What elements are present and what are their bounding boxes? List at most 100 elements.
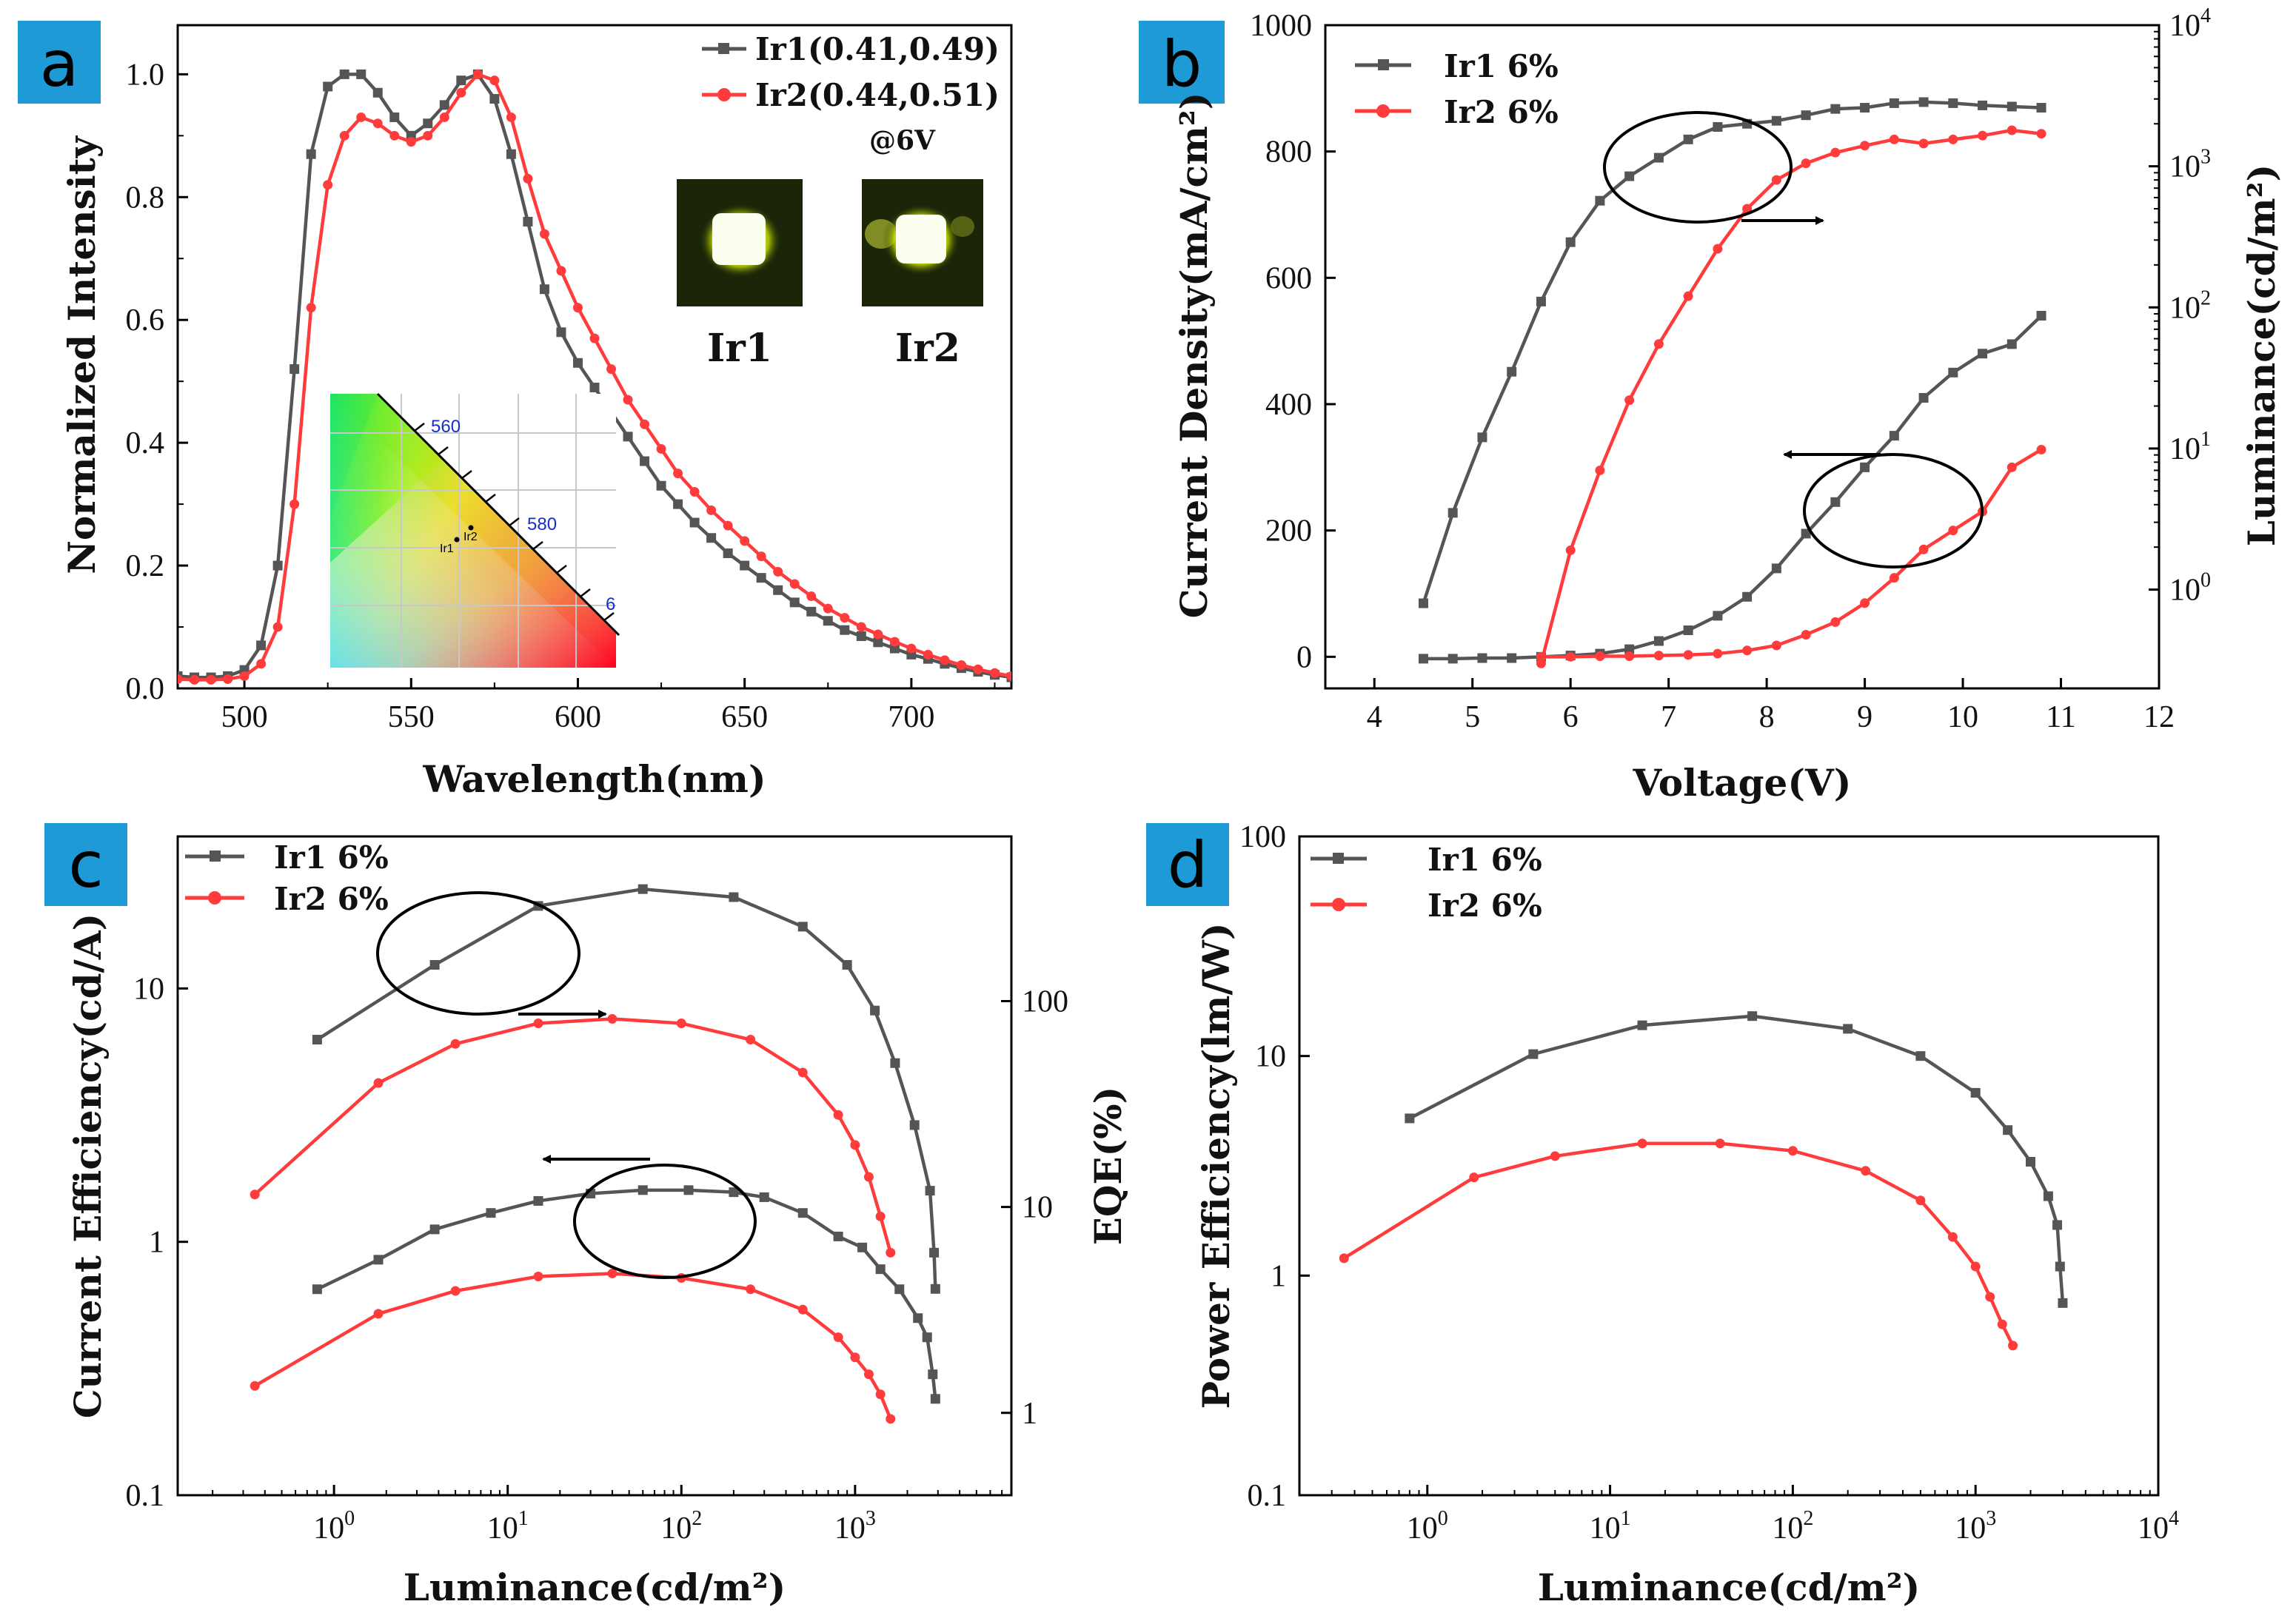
- ir2-spectrum-point: [740, 536, 750, 546]
- ir1-luminance-point: [1565, 237, 1576, 247]
- legend-marker-ir2-b: [1376, 104, 1390, 118]
- ir2-power-efficiency-point: [1985, 1292, 1995, 1302]
- ir1-luminance-point: [1595, 195, 1605, 206]
- legend-marker-ir2-d: [1332, 898, 1345, 911]
- ir1-spectrum-point: [389, 112, 400, 122]
- ir1-luminance-point: [1889, 98, 1899, 108]
- legend-marker-ir1-a: [718, 43, 729, 54]
- panel-b: b 4 5 6 7 8 9 10 11 12 0 200 400 600 800 1000 100 101 102…: [1139, 4, 2283, 805]
- ir2-current-efficiency-point: [850, 1352, 860, 1363]
- ir2-spectrum-point: [706, 505, 717, 515]
- ir2-eqe-point: [676, 1019, 686, 1029]
- ir2-spectrum-point: [906, 643, 917, 654]
- legend-b: Ir1 6% Ir2 6%: [1355, 48, 1559, 130]
- ir2-luminance-point: [2007, 125, 2017, 135]
- y-tick-label: 1: [149, 1226, 164, 1260]
- ir1-spectrum-point: [289, 364, 300, 375]
- cie-point-ir2: [468, 525, 474, 531]
- ir1-power-efficiency-point: [2055, 1261, 2065, 1272]
- legend-ir2-b: Ir2 6%: [1444, 94, 1559, 130]
- ir2-eqe-point: [875, 1211, 886, 1221]
- ir1-power-efficiency-point: [1843, 1024, 1853, 1034]
- ir1-spectrum-point: [773, 585, 783, 595]
- panel-d: d 100 101 102 103 104 0.1 1 10 100 Luminance(cd/…: [1146, 820, 2179, 1609]
- x-tick-label: 104: [2138, 1507, 2179, 1546]
- ir2-current-efficiency-point: [797, 1304, 808, 1315]
- ir2-current-density-point: [1742, 645, 1753, 656]
- ir2-power-efficiency-point: [1637, 1138, 1647, 1149]
- ir1-current-density-point: [1771, 563, 1781, 574]
- ir2-current-efficiency-point: [250, 1380, 260, 1391]
- ir2-power-efficiency-point: [2008, 1341, 2018, 1351]
- ir1-spectrum-point: [306, 149, 316, 159]
- plot-frame-c: [176, 835, 1013, 1497]
- ir2-spectrum-point: [423, 130, 433, 141]
- ir2-spectrum-point: [306, 303, 316, 313]
- ir1-eqe-point: [429, 960, 440, 970]
- ir1-spectrum-point: [539, 284, 549, 295]
- ir1-eqe-point: [637, 884, 648, 894]
- axis-ticks-a: 500 550 600 650 700 0.0 0.2 0.4 0.6 0.8 1.0: [126, 58, 996, 734]
- ir2-luminance-point: [1536, 658, 1546, 668]
- panel-a: a 500 550 600 650 700 0.0 0.2 0.4 0.6 0.8 1.0 Wave…: [18, 21, 1013, 801]
- ir1-luminance-point: [1418, 598, 1428, 608]
- legend-ir1-c: Ir1 6%: [274, 839, 389, 876]
- cie-label-560: 560: [431, 417, 461, 437]
- ir1-current-density-point: [1830, 497, 1841, 507]
- ir1-spectrum-point: [706, 533, 717, 543]
- y-tick-label: 0.8: [126, 181, 165, 215]
- ir1-spectrum-point: [556, 327, 566, 338]
- cie-label-580: 580: [527, 514, 557, 534]
- ir2-spectrum-point: [239, 671, 250, 681]
- plot-frame-b: [1324, 24, 2161, 690]
- y-tick-label: 0.6: [126, 303, 165, 338]
- ir2-power-efficiency-point: [1915, 1195, 1926, 1206]
- ir2-spectrum-point: [389, 130, 400, 141]
- ir1-luminance-point: [2007, 101, 2017, 112]
- ir2-spectrum-point: [406, 137, 416, 147]
- series-lines-c: [250, 884, 940, 1424]
- ir2-current-efficiency-point: [607, 1268, 617, 1278]
- ir2-current-density-point: [2036, 444, 2046, 454]
- x-tick-label: 12: [2143, 700, 2175, 734]
- ir1-current-efficiency-point: [833, 1231, 843, 1241]
- legend-ir2-a: Ir2(0.44,0.51): [755, 77, 1000, 113]
- ir2-power-efficiency-point: [1339, 1253, 1349, 1264]
- ir2-power-efficiency-point: [1715, 1138, 1725, 1149]
- ir2-eqe-point: [863, 1172, 874, 1182]
- ir2-current-density-point: [1830, 617, 1841, 627]
- ir2-spectrum-point: [489, 76, 500, 86]
- ir2-current-density-point: [1918, 544, 1929, 554]
- ir2-eqe-point: [746, 1035, 756, 1045]
- ir2-spectrum-point: [372, 118, 383, 129]
- ir1-eqe-point: [890, 1058, 900, 1068]
- ir2-spectrum-point: [923, 649, 933, 660]
- ir2-spectrum-point: [956, 660, 966, 670]
- ir2-power-efficiency-point: [1469, 1172, 1479, 1183]
- ir2-power-efficiency-point: [1861, 1166, 1871, 1176]
- ir2-power-efficiency-point: [1947, 1232, 1958, 1242]
- series-lines-a: [178, 69, 1011, 685]
- legend-ir1-b: Ir1 6%: [1444, 48, 1559, 84]
- ir2-spectrum-point: [206, 674, 216, 685]
- y2-tick-label: 100: [1022, 985, 1068, 1019]
- ir1-spectrum-point: [623, 432, 633, 442]
- ir2-spectrum-point: [178, 674, 183, 685]
- y-tick-label: 1000: [1250, 9, 1312, 43]
- y-tick-label: 0.2: [126, 549, 165, 583]
- x-tick-label: 100: [1407, 1507, 1448, 1546]
- legend-marker-ir1-d: [1333, 853, 1344, 864]
- ir2-current-density-point: [1889, 573, 1899, 583]
- x-tick-label: 103: [834, 1507, 876, 1546]
- ir1-current-efficiency-point: [486, 1208, 496, 1218]
- ir1-luminance-point: [1918, 97, 1929, 107]
- ir1-luminance-point: [1683, 134, 1693, 144]
- ir2-spectrum-point: [472, 69, 483, 79]
- ir2-spectrum-point: [572, 303, 583, 313]
- ir1-spectrum-point: [356, 69, 367, 79]
- x-tick-label: 102: [660, 1507, 702, 1546]
- ir1-current-density-point: [2007, 339, 2017, 349]
- ir2-current-efficiency-point: [833, 1332, 843, 1343]
- ir1-spectrum-point: [840, 625, 850, 635]
